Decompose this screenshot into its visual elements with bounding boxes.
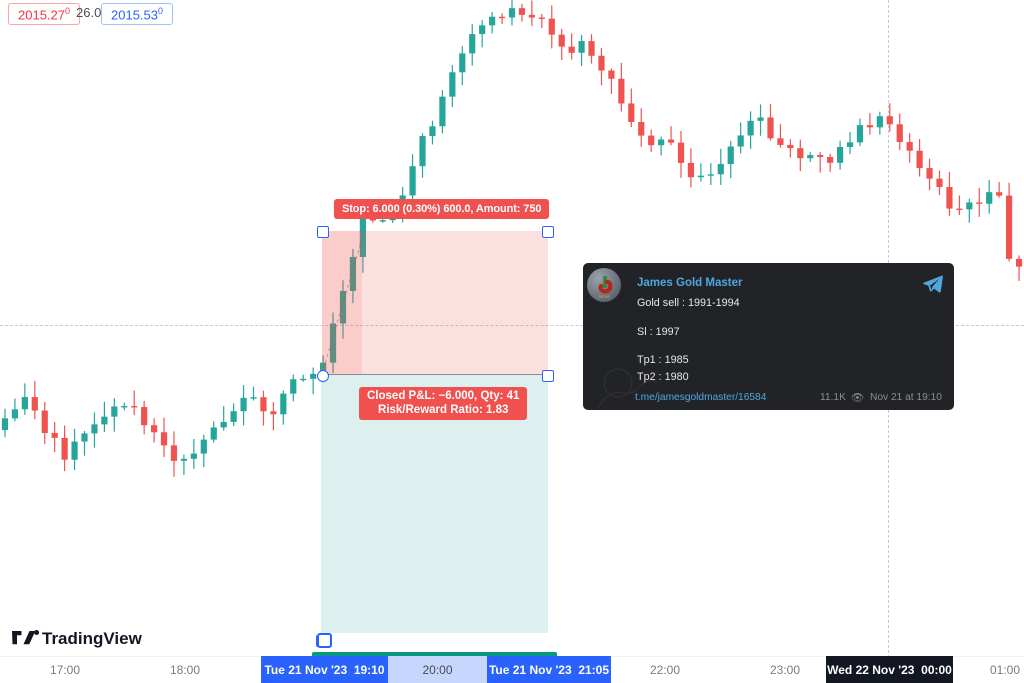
svg-text:James: James xyxy=(598,294,611,299)
